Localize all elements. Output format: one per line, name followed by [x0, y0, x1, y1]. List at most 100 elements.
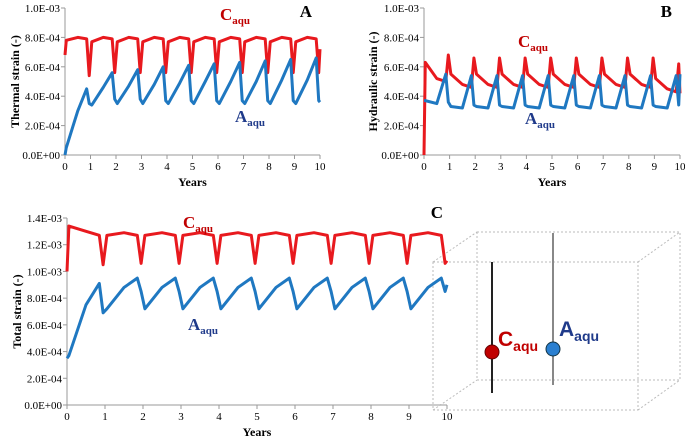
y-axis-label: Thermal strain (-) [8, 35, 22, 128]
label-sub: aqu [513, 338, 538, 354]
x-tick-label: 6 [575, 161, 581, 173]
label-sub: aqu [574, 328, 599, 344]
x-tick-label: 0 [62, 161, 68, 173]
cube-edge [637, 231, 681, 263]
x-tick-label: 7 [330, 411, 336, 423]
x-tick-label: 0 [64, 411, 70, 423]
y-tick-label: 1.0E-03 [384, 3, 420, 15]
x-tick-label: 5 [254, 411, 260, 423]
diagram-label: Caqu [498, 328, 538, 354]
label-name: C [498, 328, 513, 351]
x-tick-label: 1 [88, 161, 94, 173]
y-axis-label: Hydraulic strain (-) [366, 32, 380, 132]
series-label: Caqu [220, 5, 250, 27]
cube-edge [637, 379, 681, 411]
y-tick-label: 0.0E+00 [381, 150, 419, 162]
series-name: C [220, 5, 232, 24]
x-tick-label: 2 [113, 161, 119, 173]
x-tick-label: 3 [498, 161, 504, 173]
x-tick-label: 3 [139, 161, 145, 173]
x-tick-label: 2 [472, 161, 478, 173]
x-axis-label: Years [178, 175, 207, 189]
series-line [65, 276, 449, 360]
x-tick-label: 7 [600, 161, 606, 173]
y-tick-label: 2.0E-04 [25, 121, 61, 133]
series-label: Aaqu [188, 315, 218, 337]
x-axis-label: Years [538, 175, 567, 189]
series-subscript: aqu [530, 42, 548, 54]
x-tick-label: 7 [241, 161, 247, 173]
x-tick-label: 4 [164, 161, 170, 173]
series-label: Aaqu [235, 107, 265, 129]
series-line [422, 53, 682, 156]
y-tick-label: 4.0E-04 [25, 91, 61, 103]
y-tick-label: 1.2E-03 [27, 240, 63, 252]
series-subscript: aqu [200, 325, 218, 337]
x-tick-label: 10 [442, 411, 454, 423]
x-tick-label: 1 [102, 411, 108, 423]
y-tick-label: 0.0E+00 [22, 150, 60, 162]
cube-front [432, 261, 639, 411]
series-name: A [188, 315, 201, 334]
series-subscript: aqu [232, 15, 250, 27]
diagram-label: Aaqu [559, 318, 599, 344]
y-tick-label: 6.0E-04 [27, 320, 63, 332]
x-tick-label: 4 [216, 411, 222, 423]
y-tick-label: 1.0E-03 [25, 3, 61, 15]
y-tick-label: 2.0E-04 [27, 373, 63, 385]
x-tick-label: 3 [178, 411, 184, 423]
series-subscript: aqu [537, 119, 555, 131]
x-tick-label: 1 [447, 161, 453, 173]
y-tick-label: 0.0E+00 [24, 400, 62, 412]
x-tick-label: 2 [140, 411, 146, 423]
point-a [545, 341, 561, 357]
x-tick-label: 6 [292, 411, 298, 423]
y-tick-label: 1.4E-03 [27, 213, 63, 225]
x-tick-label: 9 [652, 161, 658, 173]
series-label: Caqu [183, 213, 213, 235]
y-tick-label: 8.0E-04 [384, 32, 420, 44]
x-tick-label: 6 [215, 161, 221, 173]
y-tick-label: 6.0E-04 [25, 62, 61, 74]
x-tick-label: 0 [421, 161, 427, 173]
x-tick-label: 8 [368, 411, 374, 423]
x-tick-label: 8 [266, 161, 272, 173]
series-subscript: aqu [247, 117, 265, 129]
label-name: A [559, 318, 574, 341]
panel-label: A [300, 2, 313, 21]
panel-label: C [431, 203, 443, 222]
x-tick-label: 9 [292, 161, 298, 173]
series-line [63, 56, 322, 156]
series-label: Aaqu [525, 109, 555, 131]
series-name: C [518, 32, 530, 51]
x-tick-label: 5 [190, 161, 196, 173]
x-tick-label: 5 [549, 161, 555, 173]
y-tick-label: 1.0E-03 [27, 266, 63, 278]
y-axis-label: Total strain (-) [10, 274, 24, 348]
y-tick-label: 8.0E-04 [25, 32, 61, 44]
y-tick-label: 6.0E-04 [384, 62, 420, 74]
x-tick-label: 10 [315, 161, 327, 173]
series-line [423, 72, 682, 110]
diagram: Caqu Aaqu [432, 231, 681, 411]
series-label: Caqu [518, 32, 548, 54]
panel-label: B [661, 2, 672, 21]
series-name: A [235, 107, 248, 126]
point-c [484, 344, 500, 360]
x-tick-label: 4 [524, 161, 530, 173]
y-tick-label: 4.0E-04 [27, 347, 63, 359]
series-line [63, 35, 322, 78]
series-subscript: aqu [195, 223, 213, 235]
x-tick-label: 10 [675, 161, 685, 173]
x-tick-label: 8 [626, 161, 632, 173]
y-tick-label: 2.0E-04 [384, 121, 420, 133]
series-name: A [525, 109, 538, 128]
series-name: C [183, 213, 195, 232]
cube-edge [432, 231, 478, 263]
y-tick-label: 8.0E-04 [27, 293, 63, 305]
y-tick-label: 4.0E-04 [384, 91, 420, 103]
x-axis-label: Years [243, 425, 272, 439]
x-tick-label: 9 [406, 411, 412, 423]
series-line [65, 224, 449, 272]
